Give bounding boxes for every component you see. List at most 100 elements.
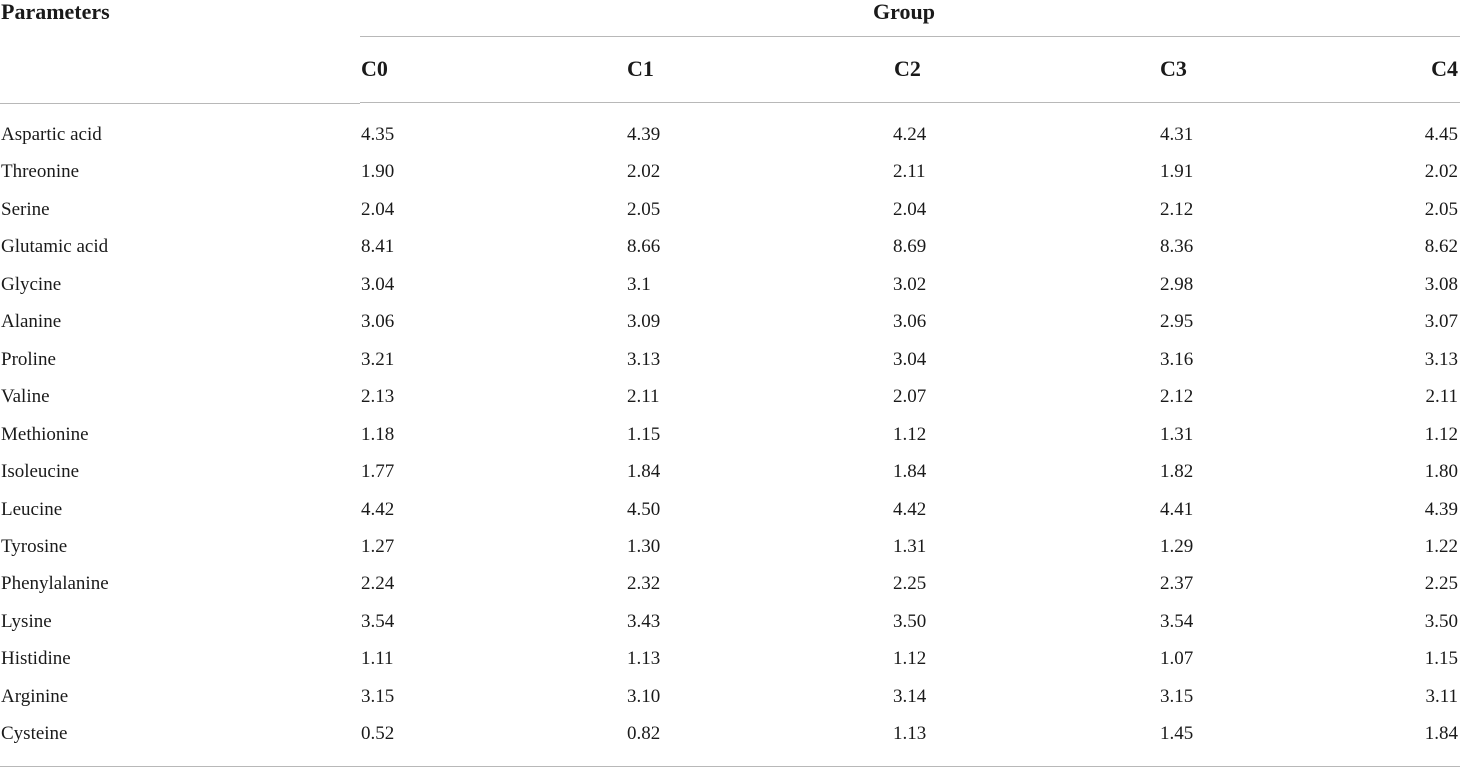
column-header-c4: C4	[1431, 56, 1458, 81]
column-header-c3: C3	[1160, 56, 1187, 81]
cell-c3: 4.41	[1160, 499, 1194, 520]
cell-c1: 4.39	[627, 124, 661, 145]
header-rule-right	[360, 102, 1460, 103]
cell-c1: 1.84	[627, 461, 661, 482]
cell-c1: 3.10	[627, 686, 661, 707]
cell-c0: 1.90	[361, 161, 395, 182]
cell-c1: 1.30	[627, 536, 661, 557]
cell-c4: 1.12	[1424, 424, 1458, 445]
cell-c3: 2.12	[1160, 386, 1194, 407]
cell-c4: 3.08	[1424, 274, 1458, 295]
cell-c0: 3.54	[361, 611, 395, 632]
group-header: Group	[873, 0, 935, 24]
cell-c3: 2.95	[1160, 311, 1194, 332]
cell-c4: 2.02	[1424, 161, 1458, 182]
cell-c3: 1.91	[1160, 161, 1194, 182]
cell-c4: 4.39	[1424, 499, 1458, 520]
cell-c1: 2.02	[627, 161, 661, 182]
row-label: Serine	[1, 199, 50, 220]
cell-c3: 2.12	[1160, 199, 1194, 220]
row-label: Threonine	[1, 161, 80, 182]
cell-c3: 1.29	[1160, 536, 1194, 557]
row-label: Valine	[1, 386, 50, 407]
row-label: Phenylalanine	[1, 573, 109, 594]
column-header-c0: C0	[361, 56, 388, 81]
row-label: Histidine	[1, 648, 71, 669]
cell-c2: 1.12	[893, 648, 927, 669]
header-rule-left	[0, 103, 360, 104]
row-label: Glutamic acid	[1, 236, 109, 257]
cell-c0: 8.41	[361, 236, 395, 257]
row-label: Methionine	[1, 424, 89, 445]
cell-c4: 3.13	[1424, 349, 1458, 370]
cell-c0: 2.13	[361, 386, 395, 407]
cell-c3: 2.98	[1160, 274, 1194, 295]
cell-c2: 1.31	[893, 536, 927, 557]
cell-c2: 3.50	[893, 611, 927, 632]
cell-c3: 1.45	[1160, 723, 1194, 744]
cell-c0: 3.21	[361, 349, 395, 370]
cell-c1: 2.11	[627, 386, 660, 407]
cell-c2: 3.02	[893, 274, 927, 295]
cell-c0: 1.77	[361, 461, 395, 482]
row-label: Lysine	[1, 611, 52, 632]
row-label: Arginine	[1, 686, 69, 707]
cell-c0: 1.18	[361, 424, 395, 445]
cell-c0: 4.42	[361, 499, 395, 520]
cell-c2: 2.07	[893, 386, 927, 407]
cell-c4: 3.50	[1424, 611, 1458, 632]
cell-c4: 1.84	[1424, 723, 1458, 744]
cell-c4: 3.07	[1424, 311, 1458, 332]
cell-c1: 3.09	[627, 311, 661, 332]
cell-c0: 4.35	[361, 124, 395, 145]
group-divider	[360, 36, 1460, 37]
cell-c2: 3.06	[893, 311, 927, 332]
cell-c4: 1.15	[1424, 648, 1458, 669]
cell-c4: 2.25	[1424, 573, 1458, 594]
cell-c2: 3.14	[893, 686, 927, 707]
cell-c2: 2.25	[893, 573, 927, 594]
row-label: Cysteine	[1, 723, 68, 744]
cell-c3: 3.54	[1160, 611, 1194, 632]
cell-c2: 4.42	[893, 499, 927, 520]
cell-c2: 2.04	[893, 199, 927, 220]
cell-c2: 1.84	[893, 461, 927, 482]
cell-c2: 1.12	[893, 424, 927, 445]
row-label: Proline	[1, 349, 56, 370]
cell-c3: 2.37	[1160, 573, 1194, 594]
cell-c0: 2.24	[361, 573, 395, 594]
row-label: Tyrosine	[1, 536, 68, 557]
cell-c1: 1.15	[627, 424, 661, 445]
cell-c1: 8.66	[627, 236, 661, 257]
row-label: Aspartic acid	[1, 124, 102, 145]
cell-c2: 8.69	[893, 236, 927, 257]
row-label: Alanine	[1, 311, 62, 332]
cell-c0: 3.04	[361, 274, 395, 295]
cell-c0: 0.52	[361, 723, 395, 744]
column-header-c2: C2	[894, 56, 921, 81]
cell-c1: 3.1	[627, 274, 651, 295]
bottom-rule	[0, 766, 1460, 767]
cell-c2: 4.24	[893, 124, 927, 145]
cell-c3: 1.31	[1160, 424, 1194, 445]
cell-c2: 3.04	[893, 349, 927, 370]
cell-c3: 3.15	[1160, 686, 1194, 707]
cell-c4: 2.05	[1424, 199, 1458, 220]
cell-c2: 2.11	[893, 161, 926, 182]
cell-c3: 4.31	[1160, 124, 1194, 145]
cell-c4: 3.11	[1425, 686, 1458, 707]
cell-c4: 1.22	[1424, 536, 1458, 557]
cell-c1: 0.82	[627, 723, 661, 744]
cell-c0: 3.06	[361, 311, 395, 332]
row-label: Glycine	[1, 274, 62, 295]
cell-c3: 1.82	[1160, 461, 1194, 482]
cell-c0: 1.27	[361, 536, 395, 557]
cell-c4: 2.11	[1425, 386, 1458, 407]
cell-c0: 2.04	[361, 199, 395, 220]
cell-c4: 1.80	[1424, 461, 1458, 482]
cell-c1: 4.50	[627, 499, 661, 520]
cell-c1: 1.13	[627, 648, 661, 669]
cell-c4: 8.62	[1424, 236, 1458, 257]
parameters-header: Parameters	[1, 0, 110, 24]
cell-c3: 3.16	[1160, 349, 1194, 370]
